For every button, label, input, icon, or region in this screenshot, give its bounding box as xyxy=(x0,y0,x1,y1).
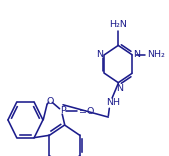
Text: NH: NH xyxy=(106,98,120,107)
Text: N: N xyxy=(97,50,104,59)
Text: N: N xyxy=(133,50,140,59)
Text: P: P xyxy=(60,106,65,115)
Text: O: O xyxy=(46,97,53,106)
Text: N: N xyxy=(116,84,123,93)
Text: H₂N: H₂N xyxy=(109,20,127,29)
Text: NH₂: NH₂ xyxy=(148,50,165,59)
Text: =O: =O xyxy=(79,107,94,116)
